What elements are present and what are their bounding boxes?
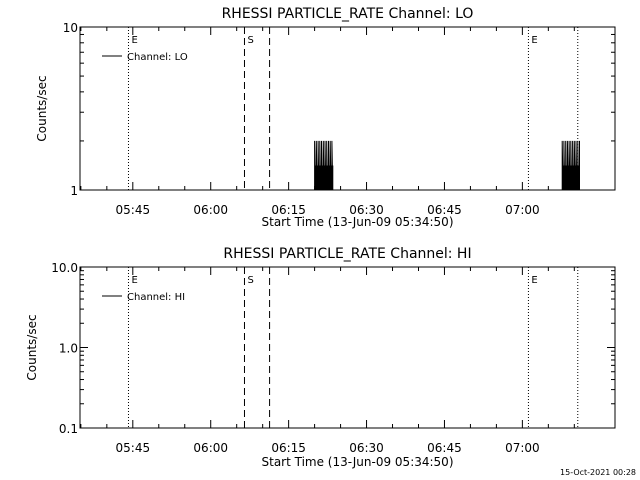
marker-label: E (131, 35, 137, 46)
x-tick-label: 06:45 (427, 441, 462, 455)
panel-hi: RHESSI PARTICLE_RATE Channel: HI 0.1 1.0 10… (25, 246, 616, 469)
y-tick-label: 0.1 (59, 422, 78, 436)
legend-entry: Channel: LO (127, 52, 188, 63)
chart-title: RHESSI PARTICLE_RATE Channel: HI (223, 246, 471, 262)
marker-label: E (531, 35, 537, 46)
footer-timestamp: 15-Oct-2021 00:28 (560, 468, 636, 477)
y-axis-label: Counts/sec (35, 75, 49, 141)
x-axis-label: Start Time (13-Jun-09 05:34:50) (262, 215, 454, 229)
x-tick-label: 06:30 (349, 441, 384, 455)
series-burst (314, 140, 334, 191)
y-tick-label: 10.0 (51, 261, 78, 275)
x-tick-label: 06:00 (193, 203, 228, 217)
x-tick-label: 06:15 (271, 203, 306, 217)
x-tick-label: 07:00 (505, 441, 540, 455)
y-axis-label: Counts/sec (25, 314, 39, 380)
y-tick-label: 1.0 (59, 342, 78, 356)
x-tick-label: 05:45 (116, 203, 151, 217)
x-tick-label: 06:00 (193, 441, 228, 455)
x-tick-label: 05:45 (116, 441, 151, 455)
marker-label: S (247, 35, 253, 46)
x-tick-label: 06:15 (271, 441, 306, 455)
panel-lo: RHESSI PARTICLE_RATE Channel: LO 1 10 05:45… (35, 6, 616, 229)
marker-label: E (131, 275, 137, 286)
chart-title: RHESSI PARTICLE_RATE Channel: LO (222, 6, 474, 22)
y-tick-label: 10 (63, 21, 78, 35)
x-tick-label: 06:30 (349, 203, 384, 217)
plot-frame (79, 26, 616, 191)
legend-entry: Channel: HI (127, 292, 185, 303)
y-tick-label: 1 (70, 184, 78, 198)
marker-label: S (247, 275, 253, 286)
x-tick-label: 06:45 (427, 203, 462, 217)
x-tick-label: 07:00 (505, 203, 540, 217)
x-axis-label: Start Time (13-Jun-09 05:34:50) (262, 455, 454, 469)
series-burst (561, 140, 580, 191)
marker-label: E (531, 275, 537, 286)
